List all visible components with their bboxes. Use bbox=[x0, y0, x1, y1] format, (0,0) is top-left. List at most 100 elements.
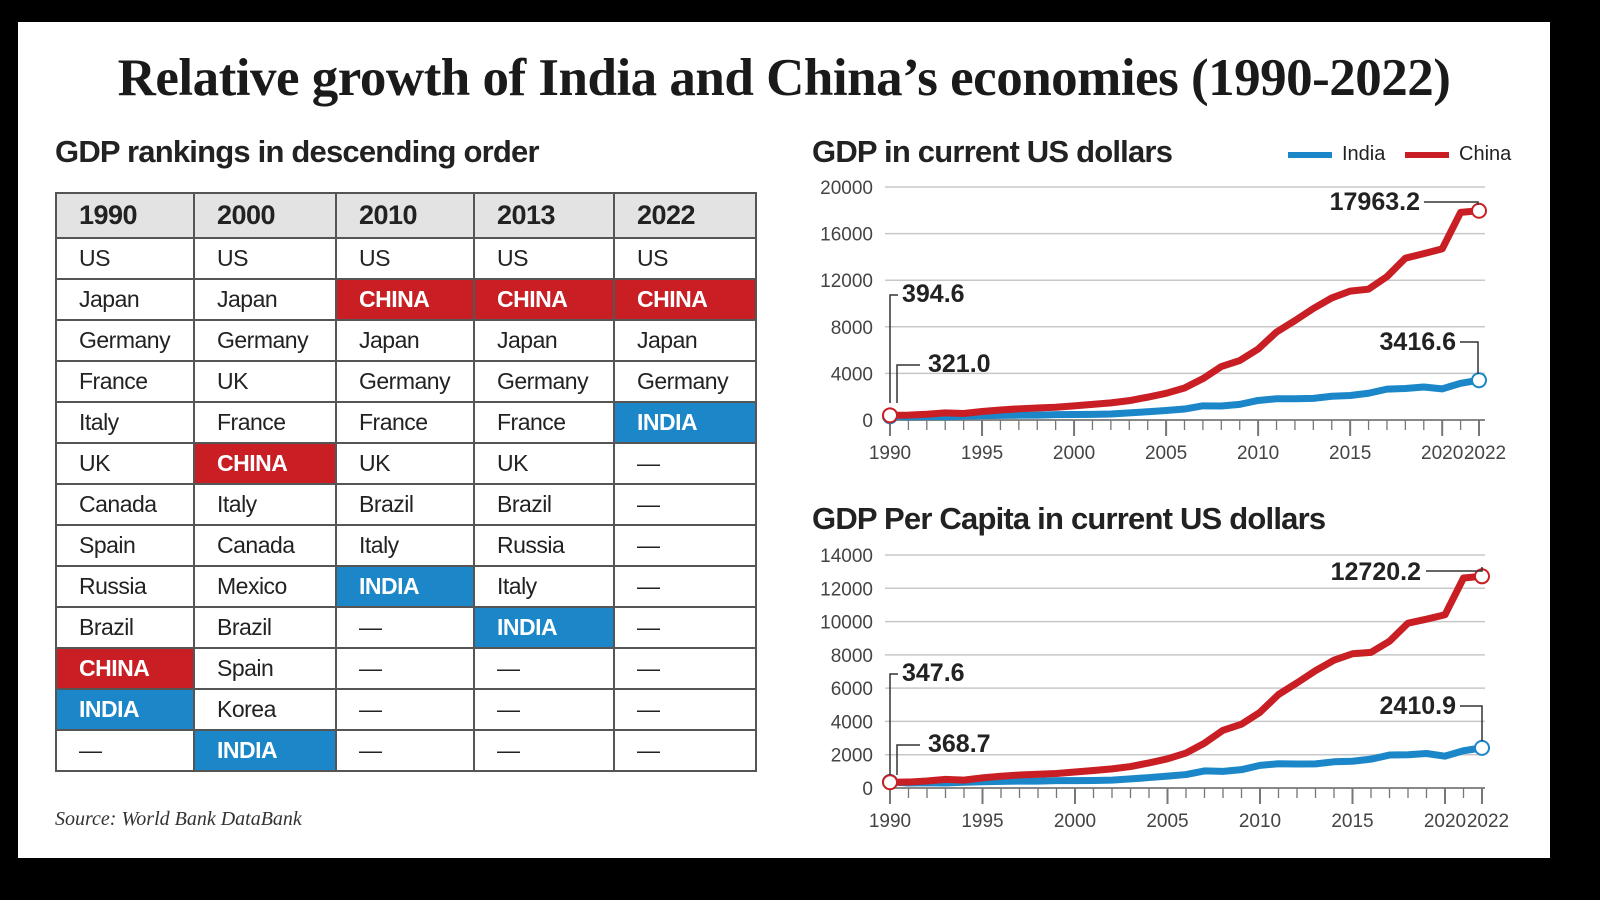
chart2-annotation-india-start: 368.7 bbox=[928, 730, 991, 758]
table-cell: Germany bbox=[473, 360, 615, 403]
table-cell: UK bbox=[335, 442, 475, 485]
table-cell: — bbox=[335, 647, 475, 690]
table-cell: Korea bbox=[193, 688, 337, 731]
table-cell: CHINA bbox=[473, 278, 615, 321]
table-cell: Japan bbox=[613, 319, 757, 362]
x-tick-label: 2000 bbox=[1054, 811, 1096, 832]
table-cell: US bbox=[55, 237, 195, 280]
table-row: France UK Germany Germany Germany bbox=[55, 360, 757, 403]
table-cell: INDIA bbox=[473, 606, 615, 649]
table-cell: France bbox=[55, 360, 195, 403]
y-tick-label: 20000 bbox=[820, 178, 873, 199]
annotation-leader-line bbox=[1460, 341, 1479, 374]
column-header-2010: 2010 bbox=[335, 192, 475, 239]
x-tick-label: 1995 bbox=[961, 811, 1003, 832]
chart1-annotation-india-start: 321.0 bbox=[928, 350, 991, 378]
table-cell: France bbox=[473, 401, 615, 444]
y-tick-label: 10000 bbox=[820, 613, 873, 634]
table-cell: CHINA bbox=[613, 278, 757, 321]
table-cell: — bbox=[473, 729, 615, 772]
chart1-title: GDP in current US dollars bbox=[812, 134, 1173, 169]
gdp-per-capita-chart: 0 2000 4000 6000 8000 10000 12000 14000 1990 1995… bbox=[820, 546, 1509, 832]
table-row: Japan Japan CHINA CHINA CHINA bbox=[55, 278, 757, 321]
end-marker-india bbox=[1471, 372, 1487, 389]
y-tick-label: 4000 bbox=[831, 364, 873, 385]
table-row: Italy France France France INDIA bbox=[55, 401, 757, 444]
table-row: Spain Canada Italy Russia — bbox=[55, 524, 757, 567]
table-cell: UK bbox=[193, 360, 337, 403]
legend-swatch-china bbox=[1405, 151, 1449, 158]
table-cell: INDIA bbox=[335, 565, 475, 608]
table-cell: Japan bbox=[193, 278, 337, 321]
annotation-leader-line bbox=[1424, 201, 1479, 205]
source-note: Source: World Bank DataBank bbox=[55, 808, 302, 830]
series-line-china bbox=[889, 207, 1480, 419]
table-cell: Mexico bbox=[193, 565, 337, 608]
x-tick-label: 2010 bbox=[1237, 443, 1279, 464]
legend-label-china: China bbox=[1459, 143, 1512, 165]
x-tick-label: 1990 bbox=[869, 443, 911, 464]
chart2-annotation-india-end: 2410.9 bbox=[1380, 692, 1456, 720]
table-row: — INDIA — — — bbox=[55, 729, 757, 772]
chart2-annotation-china-start: 347.6 bbox=[902, 659, 965, 687]
table-cell: — bbox=[613, 524, 757, 567]
column-header-2013: 2013 bbox=[473, 192, 615, 239]
x-tick-label: 2015 bbox=[1329, 443, 1371, 464]
y-tick-label: 0 bbox=[862, 779, 873, 800]
y-tick-label: 8000 bbox=[831, 318, 873, 339]
annotation-leader-line bbox=[896, 364, 920, 403]
table-cell: — bbox=[613, 483, 757, 526]
table-subtitle: GDP rankings in descending order bbox=[55, 134, 540, 169]
x-tick-label: 1995 bbox=[961, 443, 1003, 464]
table-cell: — bbox=[613, 442, 757, 485]
column-header-2000: 2000 bbox=[193, 192, 337, 239]
table-cell: Japan bbox=[473, 319, 615, 362]
y-tick-label: 12000 bbox=[820, 579, 873, 600]
table-cell: Canada bbox=[55, 483, 195, 526]
table-row: Germany Germany Japan Japan Japan bbox=[55, 319, 757, 362]
table-row: UK CHINA UK UK — bbox=[55, 442, 757, 485]
table-cell: CHINA bbox=[335, 278, 475, 321]
chart2-annotation-china-end: 12720.2 bbox=[1331, 558, 1421, 586]
table-row: Canada Italy Brazil Brazil — bbox=[55, 483, 757, 526]
gdp-rankings-table: 1990 2000 2010 2013 2022 US US US US US Japan Japa… bbox=[55, 192, 757, 772]
table-cell: US bbox=[193, 237, 337, 280]
y-tick-label: 2000 bbox=[831, 746, 873, 767]
legend-india: India bbox=[1288, 143, 1385, 166]
x-tick-label: 2020 bbox=[1424, 811, 1466, 832]
table-cell: US bbox=[473, 237, 615, 280]
x-tick-label: 2000 bbox=[1053, 443, 1095, 464]
table-cell: — bbox=[473, 647, 615, 690]
table-cell: Canada bbox=[193, 524, 337, 567]
table-cell: Germany bbox=[193, 319, 337, 362]
table-cell: INDIA bbox=[55, 688, 195, 731]
chart1-annotation-china-start: 394.6 bbox=[902, 280, 965, 308]
y-tick-label: 16000 bbox=[820, 225, 873, 246]
table-row: US US US US US bbox=[55, 237, 757, 280]
chart2-title: GDP Per Capita in current US dollars bbox=[812, 501, 1326, 536]
series-line-india bbox=[889, 376, 1480, 421]
annotation-leader-line bbox=[889, 673, 898, 775]
table-cell: — bbox=[55, 729, 195, 772]
table-row: Brazil Brazil — INDIA — bbox=[55, 606, 757, 649]
table-cell: — bbox=[613, 729, 757, 772]
table-cell: — bbox=[473, 688, 615, 731]
table-cell: Italy bbox=[55, 401, 195, 444]
end-marker-india bbox=[1474, 739, 1490, 756]
table-cell: Russia bbox=[55, 565, 195, 608]
chart1-annotation-china-end: 17963.2 bbox=[1330, 188, 1420, 216]
table-cell: Russia bbox=[473, 524, 615, 567]
end-marker-china bbox=[1471, 202, 1487, 219]
annotation-leader-line bbox=[896, 744, 920, 775]
annotation-leader-line bbox=[1426, 567, 1483, 572]
legend-swatch-india bbox=[1288, 151, 1332, 158]
column-header-2022: 2022 bbox=[613, 192, 757, 239]
table-cell: — bbox=[335, 688, 475, 731]
start-marker-china bbox=[882, 774, 898, 791]
y-tick-label: 14000 bbox=[820, 546, 873, 567]
table-row: CHINA Spain — — — bbox=[55, 647, 757, 690]
table-cell: Brazil bbox=[335, 483, 475, 526]
table-cell: INDIA bbox=[613, 401, 757, 444]
y-tick-label: 4000 bbox=[831, 712, 873, 733]
table-cell: — bbox=[613, 606, 757, 649]
